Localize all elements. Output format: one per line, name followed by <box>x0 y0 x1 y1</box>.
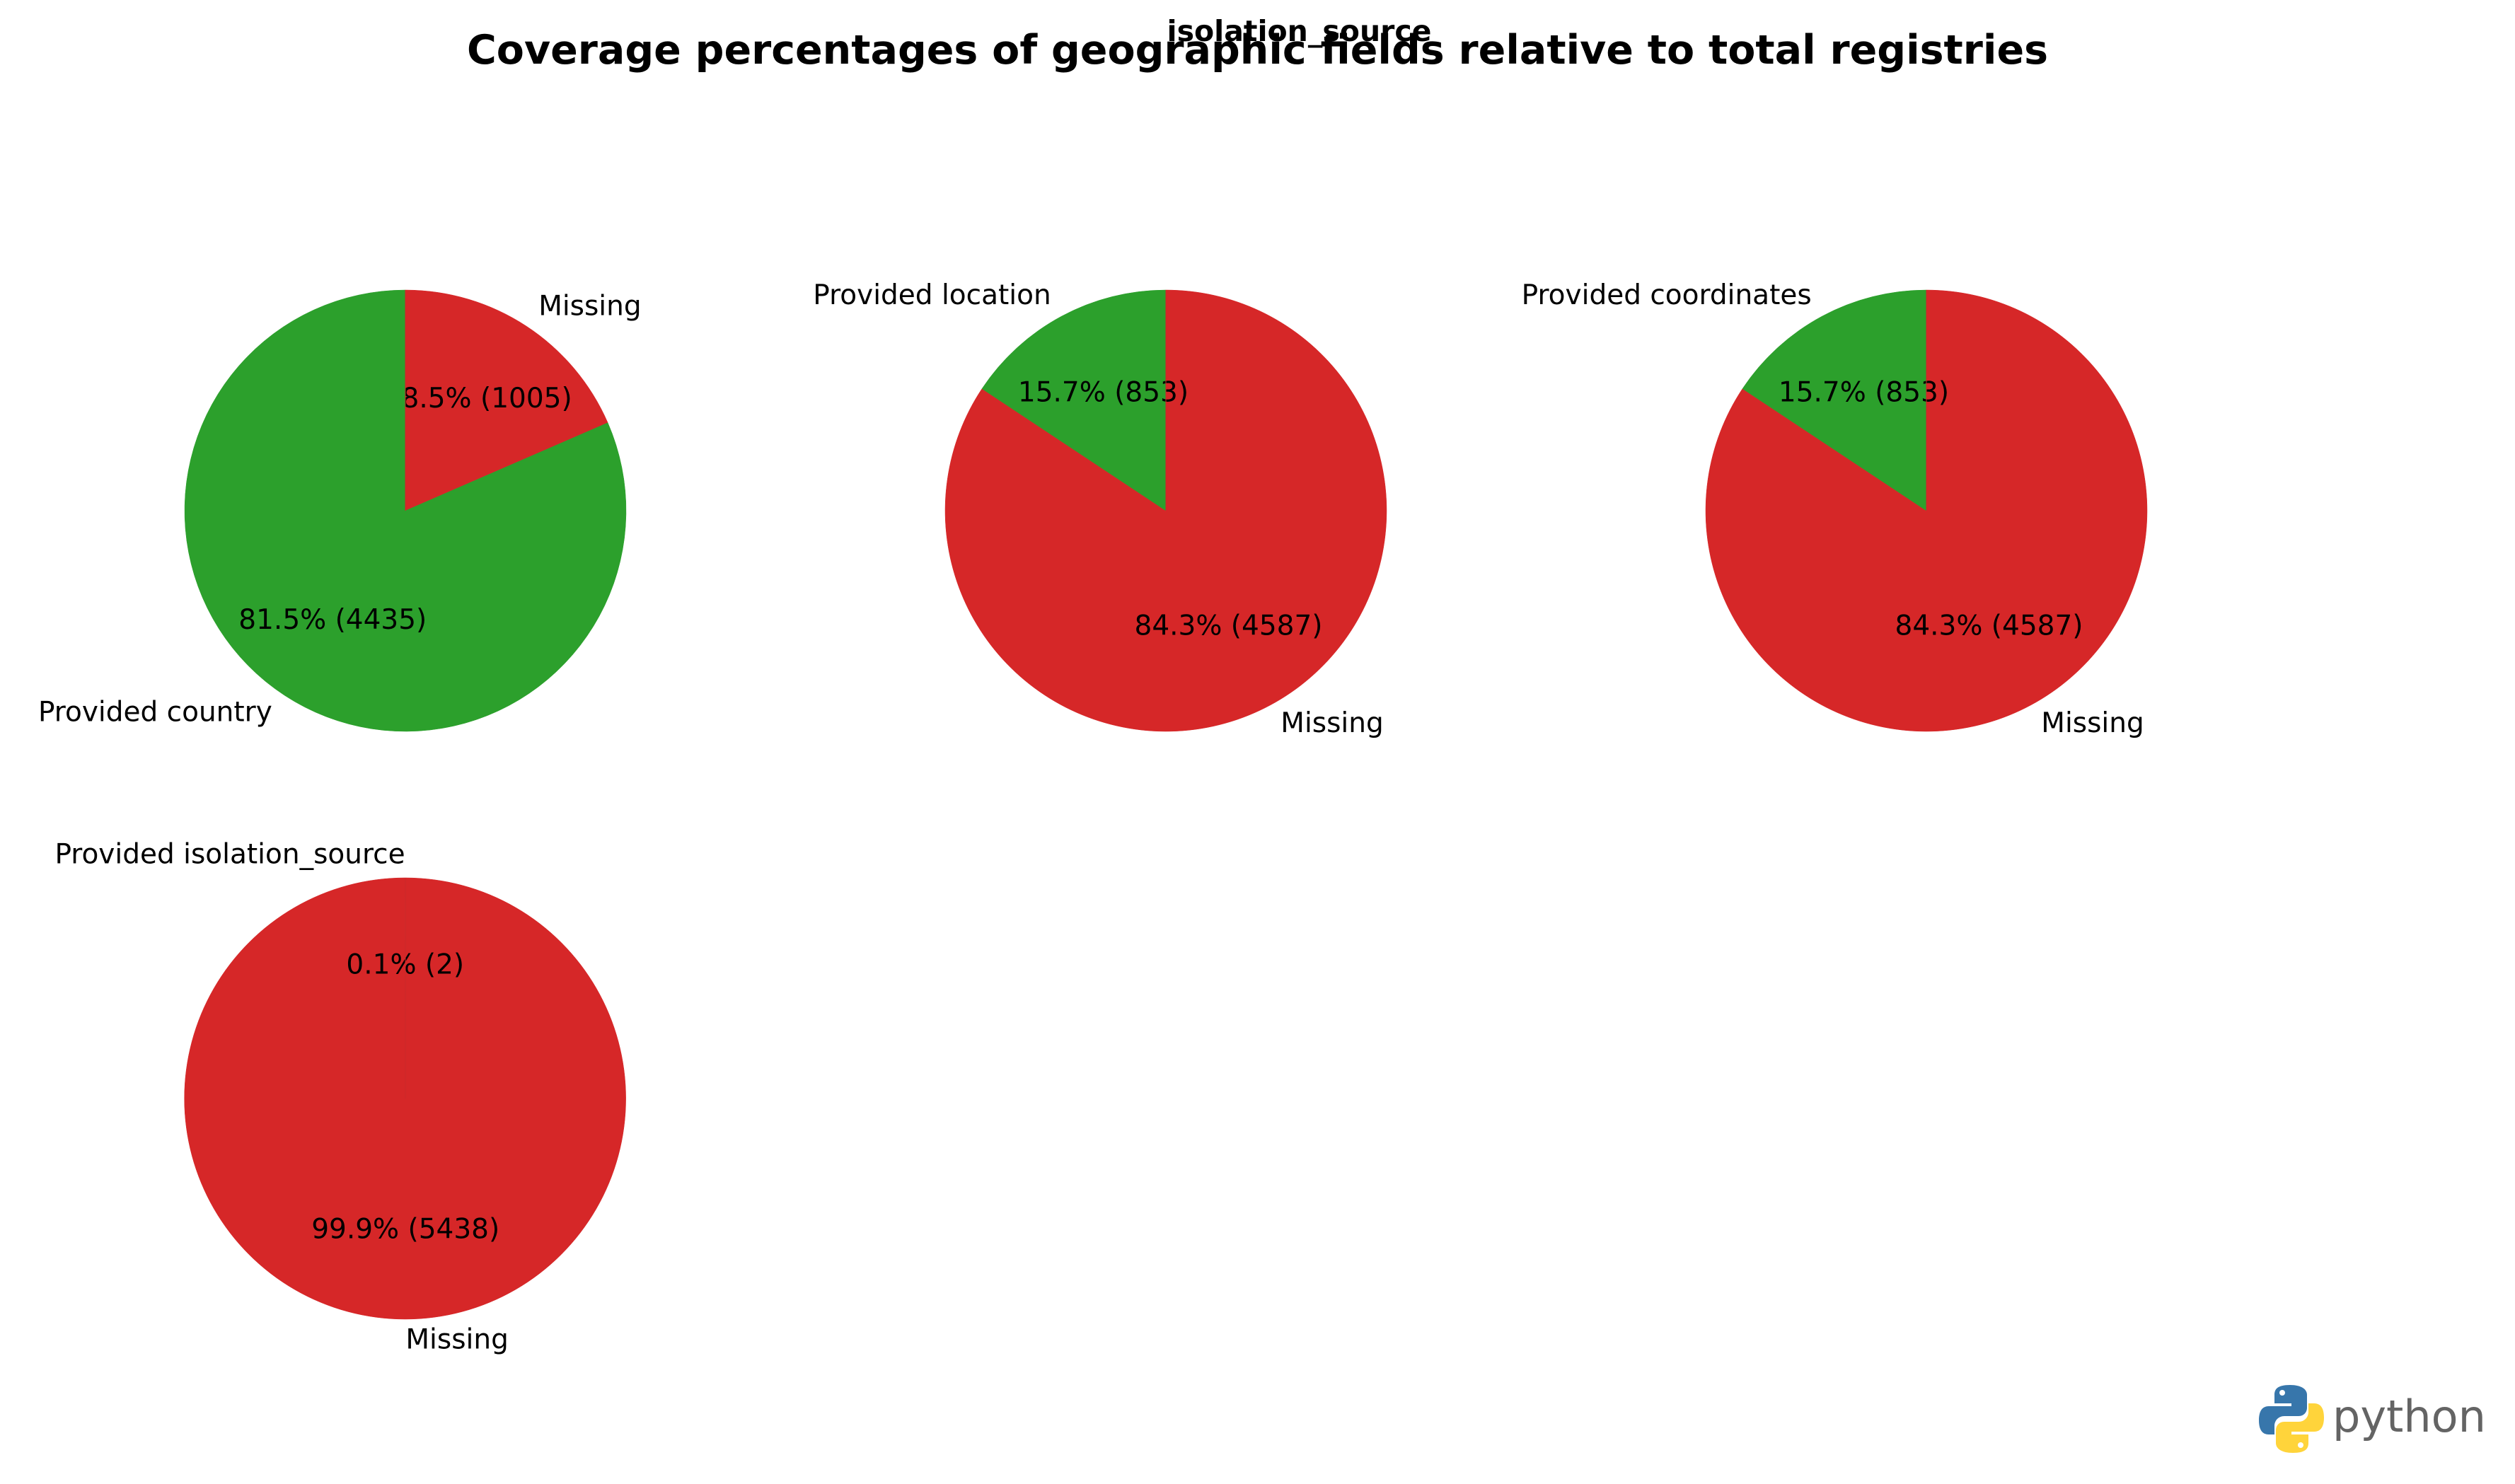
pie-slice-country-0 <box>405 289 608 511</box>
pie-slice-coordinates-1 <box>1742 289 1927 511</box>
slice-label-coordinates-0: Missing <box>2041 707 2144 739</box>
slice-percent-isolation_source-0: 99.9% (5438) <box>311 1214 499 1246</box>
pie-chart-location: Missing 84.3% (4587) Provided location 15.7… <box>813 279 1387 739</box>
pie-chart-isolation_source: Missing 99.9% (5438) Provided isolation_so… <box>54 838 626 1356</box>
chart-title: Coverage percentages of geographic field… <box>466 27 2049 74</box>
slice-label-coordinates-1: Provided coordinates <box>1522 279 1812 311</box>
python-snake-icon <box>2259 1385 2324 1453</box>
slice-percent-location-0: 84.3% (4587) <box>1135 610 1323 642</box>
slice-percent-coordinates-1: 15.7% (853) <box>1779 377 1949 409</box>
slice-label-isolation_source-0: Missing <box>405 1324 508 1356</box>
slice-percent-location-1: 15.7% (853) <box>1018 377 1189 409</box>
slice-label-country-1: Provided country <box>38 697 272 729</box>
slice-label-country-0: Missing <box>538 291 641 323</box>
pie-chart-country: Missing 18.5% (1005) Provided country 81.5%… <box>38 289 642 732</box>
slice-percent-coordinates-0: 84.3% (4587) <box>1895 610 2083 642</box>
slice-label-location-0: Missing <box>1280 707 1383 739</box>
slice-label-isolation_source-1: Provided isolation_source <box>54 838 405 870</box>
pie-chart-coordinates: Missing 84.3% (4587) Provided coordinates 1… <box>1522 279 2148 739</box>
slice-percent-country-0: 18.5% (1005) <box>384 383 572 415</box>
pie-slice-location-1 <box>981 289 1167 511</box>
slice-label-location-1: Provided location <box>813 279 1051 311</box>
python-logo: python <box>2259 1384 2503 1454</box>
overlay-subplot-title: isolation_source <box>1167 14 1432 48</box>
slice-percent-country-1: 81.5% (4435) <box>238 604 427 636</box>
python-wordmark: python <box>2332 1391 2486 1442</box>
